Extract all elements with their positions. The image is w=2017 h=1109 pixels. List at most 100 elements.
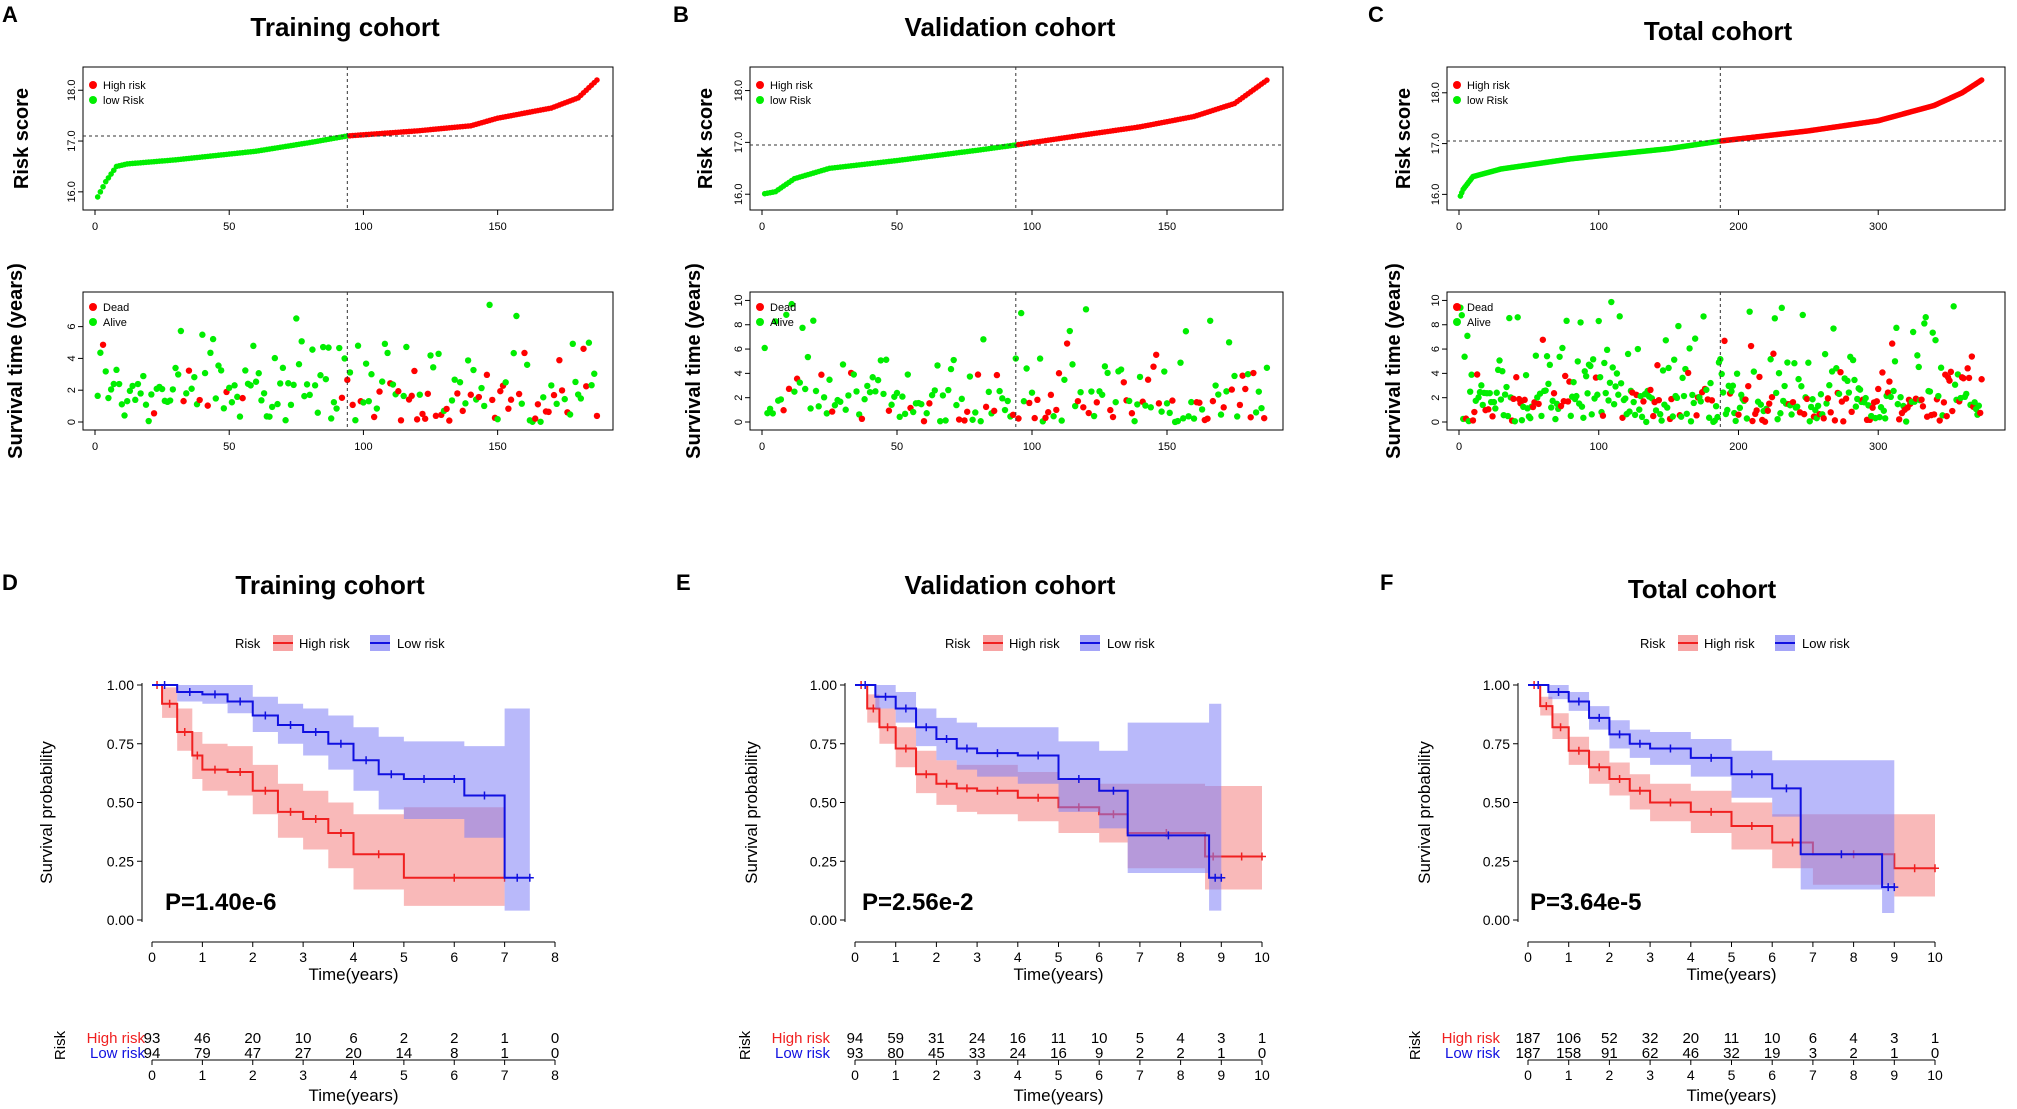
alive-point xyxy=(166,397,174,404)
alive-point xyxy=(1732,417,1739,425)
panel-letter: B xyxy=(673,2,689,27)
risk-count: 59 xyxy=(887,1030,904,1047)
alive-point xyxy=(553,400,560,408)
x-tick-label: 100 xyxy=(1023,221,1041,233)
low-risk-confidence-band xyxy=(152,685,530,911)
dead-point xyxy=(1756,373,1763,381)
dead-point xyxy=(150,410,158,417)
dead-point xyxy=(1936,417,1943,424)
dead-point xyxy=(1242,385,1249,393)
chart-title: Total cohort xyxy=(1628,574,1777,604)
dead-point xyxy=(558,387,566,394)
dead-point xyxy=(1469,417,1477,424)
x-tick-label: 100 xyxy=(354,221,372,233)
y-tick-label: 2 xyxy=(1430,395,1442,401)
dead-point xyxy=(1978,376,1985,383)
legend-alive-marker xyxy=(756,318,764,326)
dead-point xyxy=(1879,369,1886,376)
alive-point xyxy=(577,395,585,402)
alive-point xyxy=(1182,328,1190,335)
alive-point xyxy=(1603,346,1611,354)
alive-point xyxy=(1975,402,1983,409)
risk-table-tick-label: 5 xyxy=(1728,1067,1736,1083)
alive-point xyxy=(319,343,327,351)
high-risk-censor-mark xyxy=(962,784,971,793)
x-tick-label: 6 xyxy=(1768,949,1776,965)
dead-point xyxy=(1789,398,1797,406)
y-axis-label: Risk score xyxy=(695,88,717,189)
dead-point xyxy=(376,388,383,395)
alive-point xyxy=(1631,411,1639,419)
dead-point xyxy=(1837,368,1844,376)
alive-point xyxy=(215,362,222,369)
legend-high-label: High risk xyxy=(1009,636,1060,651)
dead-point xyxy=(1764,407,1772,414)
alive-point xyxy=(1862,394,1869,402)
legend-low-label: Low risk xyxy=(1107,636,1155,651)
risk-count: 4 xyxy=(1176,1030,1184,1047)
alive-point xyxy=(1532,352,1540,359)
risk-count: 1 xyxy=(500,1030,508,1047)
dead-point xyxy=(1063,340,1071,347)
alive-point xyxy=(880,390,887,398)
alive-point xyxy=(330,399,338,406)
alive-point xyxy=(1833,365,1840,372)
alive-point xyxy=(585,339,593,346)
alive-point xyxy=(183,390,190,397)
alive-point xyxy=(966,373,974,380)
dead-point xyxy=(349,401,356,409)
y-tick-label: 17.0 xyxy=(1430,133,1442,154)
low-risk-censor-mark xyxy=(336,739,345,748)
alive-point xyxy=(1090,412,1098,420)
risk-count: 2 xyxy=(1176,1045,1184,1062)
alive-point xyxy=(861,396,868,403)
dead-point xyxy=(421,415,429,422)
dead-point xyxy=(1693,412,1700,419)
alive-point xyxy=(1791,360,1798,367)
dead-point xyxy=(1960,375,1967,382)
alive-point xyxy=(1190,415,1198,422)
alive-point xyxy=(1703,386,1710,393)
x-tick-label: 2 xyxy=(249,949,257,965)
alive-point xyxy=(1658,417,1665,424)
alive-point xyxy=(287,401,295,409)
alive-point xyxy=(115,380,123,388)
x-tick-label: 300 xyxy=(1869,221,1887,233)
alive-point xyxy=(250,342,257,350)
dead-point xyxy=(180,397,187,405)
alive-point xyxy=(588,381,595,389)
low-risk-censor-mark xyxy=(311,728,320,736)
low-risk-censor-mark xyxy=(210,690,219,699)
y-tick-label: 0.00 xyxy=(810,912,837,928)
alive-point xyxy=(175,371,182,378)
dead-point xyxy=(1220,404,1227,411)
alive-point xyxy=(1601,359,1608,367)
low-risk-censor-mark xyxy=(1666,744,1675,753)
risk-count: 187 xyxy=(1515,1045,1540,1062)
alive-point xyxy=(1493,389,1500,396)
dead-point xyxy=(1873,398,1881,405)
high-risk-censor-mark xyxy=(180,728,189,736)
alive-point xyxy=(1177,359,1184,366)
x-tick-label: 6 xyxy=(450,949,458,965)
alive-point xyxy=(969,416,976,423)
alive-point xyxy=(1231,372,1238,380)
risk-table-low-label: Low risk xyxy=(775,1045,831,1062)
alive-point xyxy=(942,417,949,424)
dead-point xyxy=(1800,410,1808,418)
x-tick-label: 0 xyxy=(92,441,98,453)
plot-frame-survival xyxy=(1446,291,2006,431)
alive-point xyxy=(1777,410,1784,417)
x-tick-label: 100 xyxy=(1590,441,1608,453)
low-risk-survival-curve xyxy=(855,684,1222,879)
high-risk-censor-mark xyxy=(922,770,931,779)
alive-point xyxy=(1890,387,1897,395)
high-risk-censor-mark xyxy=(1747,822,1756,830)
alive-point xyxy=(937,417,944,425)
alive-point xyxy=(1743,415,1751,422)
low-risk-censor-mark xyxy=(1034,751,1043,760)
alive-point xyxy=(1849,356,1857,364)
dead-point xyxy=(1831,417,1839,424)
dead-point xyxy=(1753,407,1760,414)
